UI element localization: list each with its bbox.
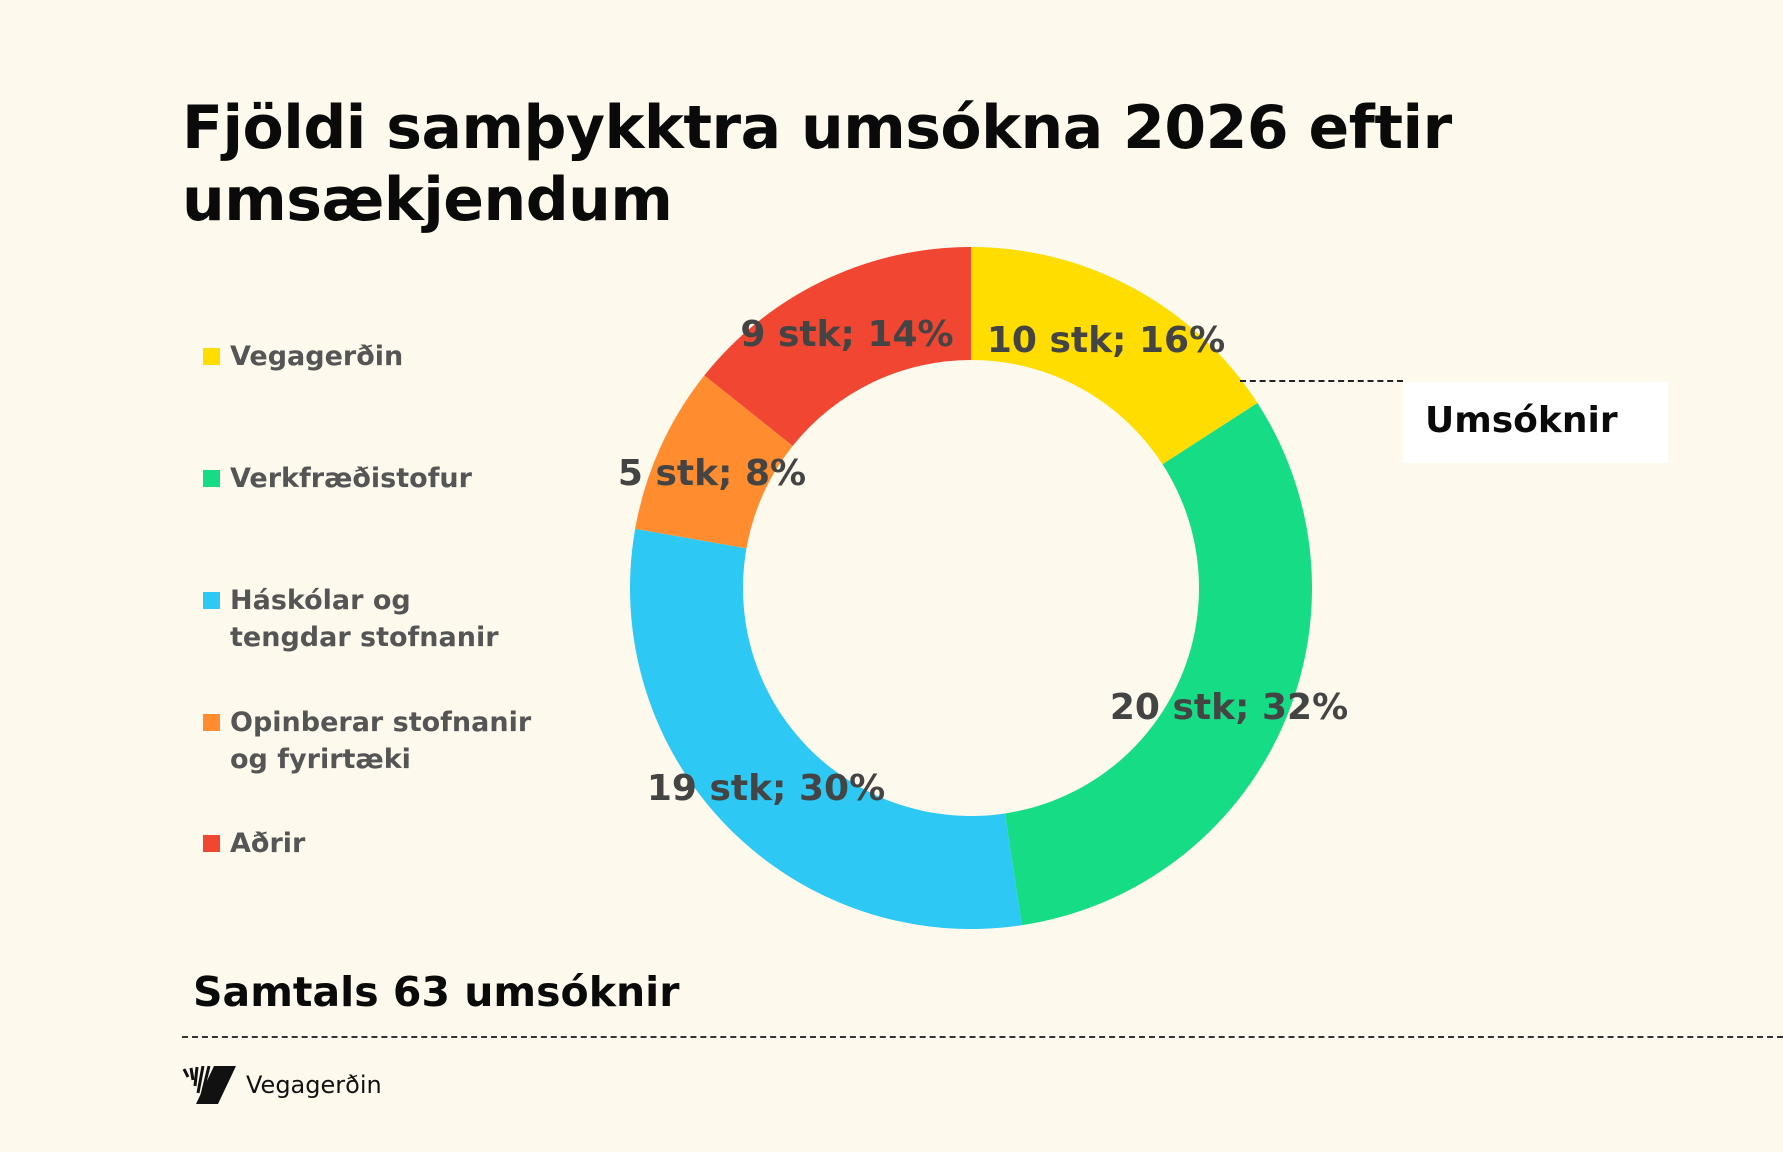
legend-label: Aðrir <box>230 825 305 862</box>
callout-leader-line <box>1240 380 1403 382</box>
legend-label: Vegagerðin <box>230 338 403 375</box>
legend-label-line: tengdar stofnanir <box>230 622 499 653</box>
legend-swatch <box>203 470 220 487</box>
donut-slice <box>704 247 971 446</box>
legend-label-line: Verkfræðistofur <box>230 463 472 494</box>
logo: Vegagerðin <box>182 1066 382 1104</box>
legend-label-line: Háskólar og <box>230 585 411 616</box>
legend-swatch <box>203 714 220 731</box>
legend-item: Verkfræðistofur <box>203 460 563 497</box>
data-label: 9 stk; 14% <box>740 314 953 355</box>
legend-label-line: og fyrirtæki <box>230 744 411 775</box>
data-label: 20 stk; 32% <box>1110 687 1348 728</box>
legend-label-line: Aðrir <box>230 828 306 859</box>
series-callout: Umsóknir <box>1403 382 1668 463</box>
donut-slice <box>971 247 1258 465</box>
donut-slice <box>629 528 1022 929</box>
divider <box>182 1036 1783 1038</box>
legend-swatch <box>203 348 220 365</box>
legend-label: Háskólar og tengdar stofnanir <box>230 582 499 656</box>
legend-label: Verkfræðistofur <box>230 460 472 497</box>
legend-item: Aðrir <box>203 825 563 862</box>
legend-label-line: Vegagerðin <box>230 341 404 372</box>
donut-slice <box>1004 402 1312 926</box>
legend-item: Háskólar og tengdar stofnanir <box>203 582 563 656</box>
legend-swatch <box>203 835 220 852</box>
logo-icon <box>182 1066 236 1104</box>
legend-label: Opinberar stofnanir og fyrirtæki <box>230 704 531 778</box>
data-label: 19 stk; 30% <box>647 768 885 809</box>
chart-title: Fjöldi samþykktra umsókna 2026 eftir ums… <box>182 93 1452 235</box>
total-label: Samtals 63 umsóknir <box>193 968 680 1016</box>
donut-slice <box>635 375 793 549</box>
legend-swatch <box>203 592 220 609</box>
data-label: 5 stk; 8% <box>618 453 806 494</box>
logo-text: Vegagerðin <box>246 1071 382 1099</box>
series-callout-label: Umsóknir <box>1425 400 1618 441</box>
legend-item: Vegagerðin <box>203 338 563 375</box>
legend-label-line: Opinberar stofnanir <box>230 707 532 738</box>
data-label: 10 stk; 16% <box>987 320 1225 361</box>
legend-item: Opinberar stofnanir og fyrirtæki <box>203 704 563 778</box>
